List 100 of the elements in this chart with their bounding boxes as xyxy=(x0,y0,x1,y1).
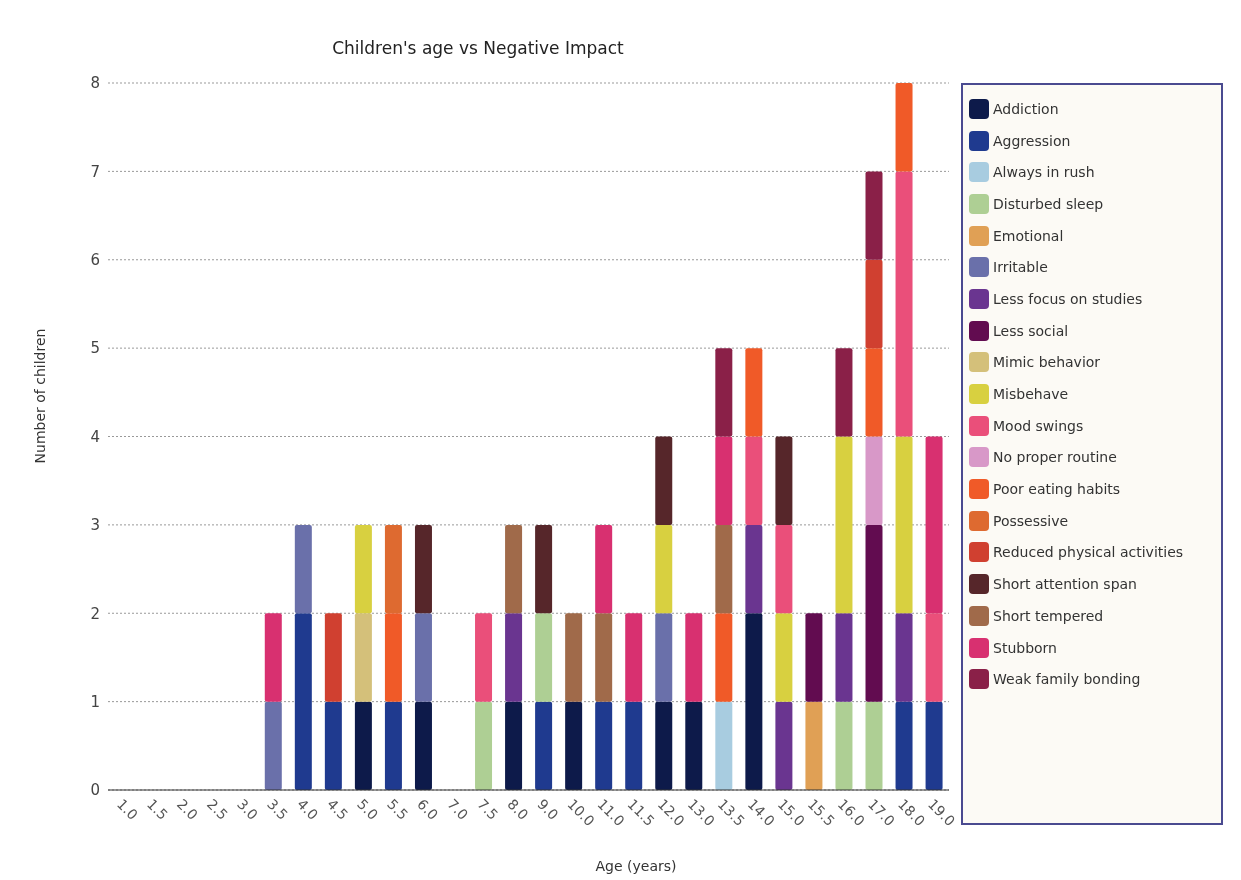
legend-label: Stubborn xyxy=(993,639,1057,656)
bar xyxy=(384,613,402,702)
bar xyxy=(775,613,793,702)
bar xyxy=(475,613,493,702)
bar xyxy=(835,348,853,437)
bar xyxy=(865,259,883,349)
x-tick-label: 1.0 xyxy=(113,795,141,823)
x-tick-label: 7.5 xyxy=(474,795,502,823)
y-tick-label: 2 xyxy=(90,604,100,623)
bar xyxy=(264,701,282,790)
x-tick-label: 7.0 xyxy=(444,795,472,823)
legend-label: Less focus on studies xyxy=(993,290,1143,307)
bar xyxy=(655,436,673,525)
x-tick-label: 6.0 xyxy=(414,795,442,823)
bar xyxy=(895,701,913,790)
legend-label: Emotional xyxy=(993,227,1064,244)
bar xyxy=(324,613,342,702)
bar xyxy=(775,436,793,525)
legend-label: Poor eating habits xyxy=(993,481,1121,498)
bar xyxy=(805,613,823,702)
x-tick-label: 9.0 xyxy=(534,795,562,823)
bar xyxy=(835,436,853,614)
legend-label: Irritable xyxy=(993,259,1048,276)
y-axis-title: Number of children xyxy=(32,328,48,464)
y-tick-label: 6 xyxy=(90,251,100,270)
x-tick-label: 3.5 xyxy=(264,795,292,823)
x-tick-label: 3.0 xyxy=(234,795,262,823)
bar xyxy=(655,701,673,790)
bar xyxy=(865,171,883,260)
bar xyxy=(354,524,372,614)
bar xyxy=(324,701,342,790)
bar xyxy=(414,524,432,614)
bar xyxy=(294,524,312,614)
bar xyxy=(715,436,733,525)
x-tick-label: 4.5 xyxy=(324,795,352,823)
x-axis-title: Age (years) xyxy=(594,858,678,874)
legend-label: Aggression xyxy=(993,132,1071,149)
bar xyxy=(354,701,372,790)
bar xyxy=(505,524,523,614)
x-tick-label: 4.0 xyxy=(294,795,322,823)
bar xyxy=(745,348,763,437)
legend-label: Short tempered xyxy=(993,607,1104,624)
bar xyxy=(384,524,402,614)
bar xyxy=(865,701,883,790)
bar xyxy=(685,701,703,790)
bar xyxy=(715,701,733,790)
legend-label: Mood swings xyxy=(993,417,1084,434)
x-tick-label: 1.5 xyxy=(143,795,171,823)
y-tick-label: 1 xyxy=(90,692,100,711)
bar xyxy=(925,613,943,702)
bar xyxy=(565,701,583,790)
bar xyxy=(475,701,493,790)
bar xyxy=(655,613,673,702)
bar xyxy=(625,701,643,790)
legend-label: Short attention span xyxy=(993,576,1137,593)
y-tick-label: 4 xyxy=(90,427,100,446)
bar xyxy=(505,701,523,790)
x-tick-label: 2.0 xyxy=(173,795,201,823)
legend-label: Always in rush xyxy=(993,164,1095,181)
chart-title: Children's age vs Negative Impact xyxy=(331,38,625,58)
bar xyxy=(925,436,943,614)
bar xyxy=(414,613,432,702)
bar xyxy=(745,524,763,614)
bar xyxy=(294,613,312,790)
y-tick-label: 7 xyxy=(90,162,100,181)
bar xyxy=(715,348,733,437)
bar xyxy=(595,701,613,790)
x-tick-label: 2.5 xyxy=(203,795,232,823)
bar xyxy=(715,524,733,614)
bar xyxy=(895,436,913,614)
bar xyxy=(655,524,673,614)
bar xyxy=(895,613,913,702)
bar xyxy=(595,613,613,702)
bar xyxy=(535,524,553,614)
bar xyxy=(264,613,282,702)
legend-label: Misbehave xyxy=(993,386,1069,403)
bar xyxy=(925,701,943,790)
y-tick-label: 8 xyxy=(90,74,100,93)
bar xyxy=(895,171,913,437)
bar xyxy=(895,83,913,172)
bar xyxy=(865,348,883,437)
y-tick-label: 3 xyxy=(90,516,100,535)
bar xyxy=(775,524,793,614)
legend-label: Less social xyxy=(993,322,1069,339)
bar xyxy=(535,613,553,702)
bar xyxy=(505,613,523,702)
bar xyxy=(715,613,733,702)
bar xyxy=(775,701,793,790)
bar xyxy=(745,613,763,790)
bar xyxy=(414,701,432,790)
legend-label: Addiction xyxy=(993,100,1059,117)
legend-label: Weak family bonding xyxy=(993,671,1141,688)
x-tick-label: 5.0 xyxy=(354,795,382,823)
legend-label: Reduced physical activities xyxy=(993,544,1184,561)
bar xyxy=(835,613,853,702)
bar xyxy=(745,436,763,525)
bar xyxy=(805,701,823,790)
bar xyxy=(354,613,372,702)
bar xyxy=(625,613,643,702)
bar xyxy=(865,436,883,525)
